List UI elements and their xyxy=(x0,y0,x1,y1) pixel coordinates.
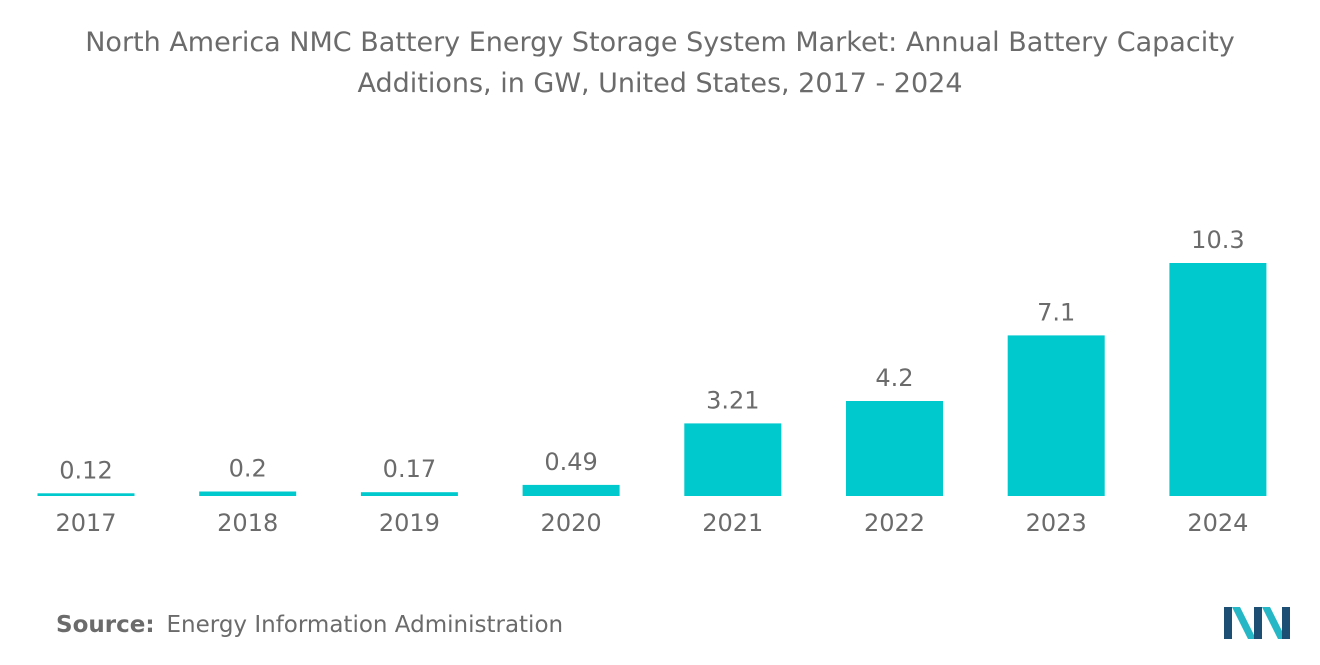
logo-right-bar xyxy=(1282,607,1290,639)
data-label-2018: 0.2 xyxy=(229,455,267,483)
mordor-logo-icon xyxy=(1224,607,1290,639)
chart-title-line-2: Additions, in GW, United States, 2017 - … xyxy=(357,68,963,99)
data-label-2020: 0.49 xyxy=(544,448,597,476)
x-tick-label-2017: 2017 xyxy=(55,509,116,537)
source-note: Source: Energy Information Administration xyxy=(56,612,563,638)
x-tick-label-2018: 2018 xyxy=(217,509,278,537)
logo-right-diagonal xyxy=(1262,607,1286,639)
data-label-2019: 0.17 xyxy=(383,455,436,483)
bar-chart: 0.12 2017 0.2 2018 0.17 2019 0.49 2020 3.21 2021 4… xyxy=(37,226,1267,537)
bar-2020 xyxy=(522,484,620,496)
chart-title: North America NMC Battery Energy Storage… xyxy=(40,22,1280,104)
data-label-2017: 0.12 xyxy=(59,456,112,484)
source-text: Energy Information Administration xyxy=(166,612,564,638)
data-label-2021: 3.21 xyxy=(706,386,759,414)
data-label-2022: 4.2 xyxy=(875,364,913,392)
logo-left-bar xyxy=(1224,607,1232,639)
bar-2022 xyxy=(846,401,943,496)
bar-2021 xyxy=(684,423,782,496)
x-tick-label-2021: 2021 xyxy=(702,509,763,537)
bar-2019 xyxy=(360,492,458,496)
data-label-2024: 10.3 xyxy=(1191,226,1244,254)
bar-2023 xyxy=(1007,335,1105,496)
data-label-2023: 7.1 xyxy=(1037,298,1075,326)
chart-title-line-1: North America NMC Battery Energy Storage… xyxy=(85,27,1235,58)
source-label: Source: xyxy=(56,612,155,638)
bar-2018 xyxy=(199,491,297,496)
x-tick-label-2020: 2020 xyxy=(541,509,602,537)
x-tick-label-2019: 2019 xyxy=(379,509,440,537)
bar-2017 xyxy=(37,493,135,496)
x-tick-label-2022: 2022 xyxy=(864,509,925,537)
bar-2024 xyxy=(1169,263,1267,496)
logo-left-diagonal xyxy=(1232,607,1256,639)
x-tick-label-2024: 2024 xyxy=(1187,509,1248,537)
logo-mid-bar xyxy=(1254,607,1262,639)
x-tick-label-2023: 2023 xyxy=(1026,509,1087,537)
